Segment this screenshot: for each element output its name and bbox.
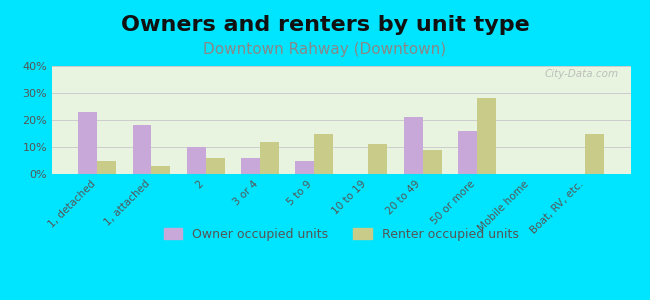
Text: Owners and renters by unit type: Owners and renters by unit type: [121, 15, 529, 35]
Bar: [404, 117, 422, 174]
Text: Downtown Rahway (Downtown): Downtown Rahway (Downtown): [203, 42, 447, 57]
Bar: [187, 147, 205, 174]
Bar: [78, 112, 98, 174]
Text: City-Data.com: City-Data.com: [545, 69, 619, 79]
Bar: [422, 150, 441, 174]
Bar: [477, 98, 496, 174]
Bar: [295, 160, 314, 174]
Bar: [260, 142, 279, 174]
Bar: [241, 158, 260, 174]
Bar: [205, 158, 225, 174]
Bar: [151, 166, 170, 174]
Bar: [458, 131, 477, 174]
Bar: [314, 134, 333, 174]
Bar: [585, 134, 604, 174]
Bar: [369, 144, 387, 174]
Legend: Owner occupied units, Renter occupied units: Owner occupied units, Renter occupied un…: [159, 223, 524, 245]
Bar: [98, 160, 116, 174]
Bar: [133, 125, 151, 174]
